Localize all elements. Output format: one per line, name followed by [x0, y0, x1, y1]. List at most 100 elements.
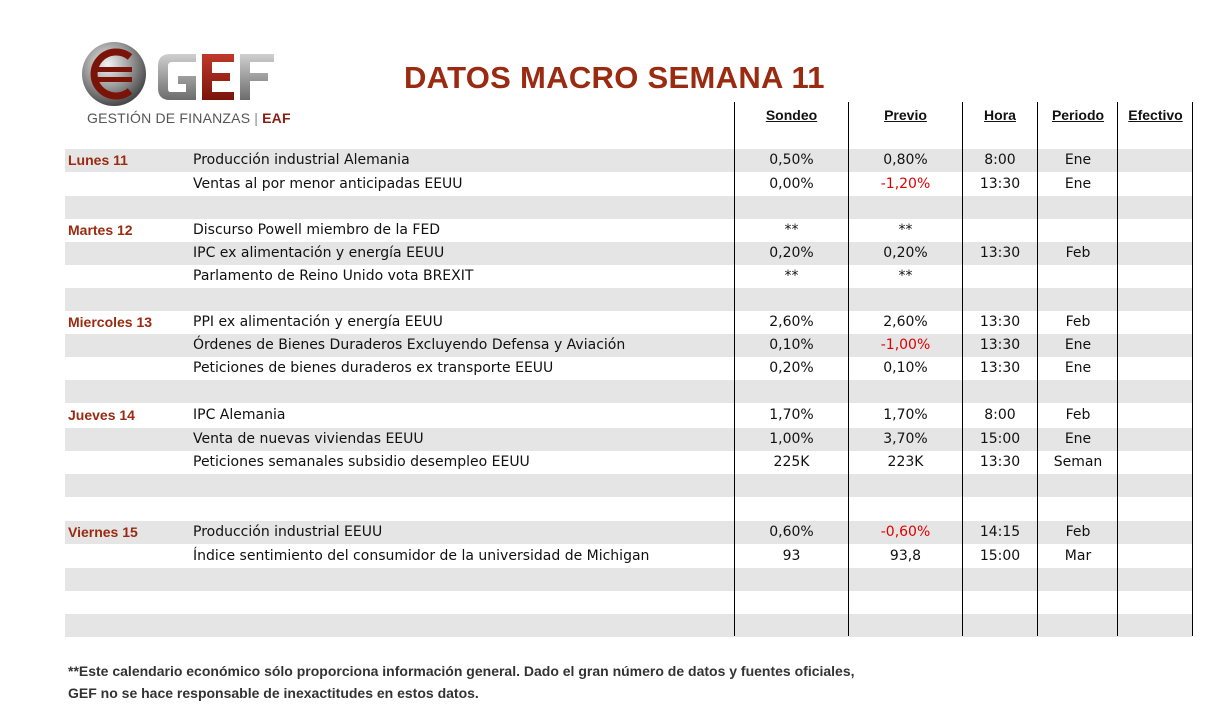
sondeo-value — [735, 568, 848, 591]
sondeo-value: 2,60% — [769, 314, 814, 330]
table-row: Lunes 11 Producción industrial Alemania 0,… — [65, 149, 1192, 172]
table-row — [65, 288, 1192, 311]
table-row — [65, 591, 1192, 614]
column-divider — [1037, 102, 1038, 636]
periodo-value — [1038, 497, 1118, 520]
periodo-value — [1038, 196, 1118, 219]
hora-value — [963, 568, 1037, 591]
periodo-value: Feb — [1065, 314, 1091, 330]
table-row — [65, 380, 1192, 403]
table-row: Órdenes de Bienes Duraderos Excluyendo D… — [65, 334, 1192, 357]
sondeo-value — [735, 380, 848, 403]
column-header-periodo: Periodo — [1051, 107, 1105, 123]
disclaimer-line-2: GEF no se hace responsable de inexactitu… — [68, 685, 479, 701]
column-divider — [962, 102, 963, 636]
previo-value: 0,10% — [883, 360, 928, 376]
periodo-value: Feb — [1065, 524, 1091, 540]
table-row: Viernes 15 Producción industrial EEUU 0,60… — [65, 521, 1192, 544]
hora-value: 15:00 — [979, 548, 1021, 564]
periodo-value: Ene — [1064, 152, 1092, 168]
euro-globe-icon — [82, 42, 274, 106]
event-name: Producción industrial EEUU — [193, 524, 383, 540]
previo-value: 2,60% — [883, 314, 928, 330]
hora-value — [963, 288, 1037, 311]
table-row — [65, 497, 1192, 520]
sondeo-value: 0,20% — [769, 360, 814, 376]
periodo-value — [1038, 474, 1118, 497]
day-label: Lunes 11 — [68, 152, 128, 168]
event-name: Peticiones de bienes duraderos ex transp… — [193, 360, 554, 376]
event-name: Parlamento de Reino Unido vota BREXIT — [193, 268, 474, 284]
event-name: Producción industrial Alemania — [193, 152, 410, 168]
sondeo-value — [735, 497, 848, 520]
sondeo-value: ** — [784, 222, 799, 238]
column-header-previo: Previo — [884, 107, 927, 123]
previo-value: ** — [898, 222, 913, 238]
sondeo-value: 1,70% — [769, 407, 814, 423]
sondeo-value — [735, 474, 848, 497]
hora-value: 13:30 — [979, 245, 1021, 261]
sondeo-value: 0,20% — [769, 245, 814, 261]
table-row: Índice sentimiento del consumidor de la … — [65, 545, 1192, 568]
previo-value: 1,70% — [883, 407, 928, 423]
hora-value — [963, 380, 1037, 403]
previo-value: ** — [898, 268, 913, 284]
day-label: Jueves 14 — [68, 407, 135, 423]
logo-subtitle: GESTIÓN DE FINANZAS | EAF — [87, 110, 291, 126]
column-divider — [848, 102, 849, 636]
table-row: Ventas al por menor anticipadas EEUU 0,00… — [65, 173, 1192, 196]
table-row: Peticiones de bienes duraderos ex transp… — [65, 357, 1192, 380]
periodo-value — [1038, 591, 1118, 614]
table-row — [65, 614, 1192, 637]
table-row: Parlamento de Reino Unido vota BREXIT ** *… — [65, 265, 1192, 288]
column-header-efectivo: Efectivo — [1128, 107, 1183, 123]
column-header-hora: Hora — [984, 107, 1016, 123]
event-name: Discurso Powell miembro de la FED — [193, 222, 441, 238]
event-name: IPC Alemania — [193, 407, 286, 423]
table-row: Jueves 14 IPC Alemania 1,70% 1,70% 8:00 Feb — [65, 404, 1192, 427]
sondeo-value: 0,50% — [769, 152, 814, 168]
previo-value: 223K — [887, 454, 924, 470]
column-divider — [1192, 102, 1193, 636]
table-row — [65, 196, 1192, 219]
event-name: Venta de nuevas viviendas EEUU — [193, 431, 424, 447]
logo-tag: EAF — [262, 110, 291, 126]
previo-value: 0,20% — [883, 245, 928, 261]
periodo-value: Ene — [1064, 360, 1092, 376]
table-row: Peticiones semanales subsidio desempleo … — [65, 451, 1192, 474]
table-row: Martes 12 Discurso Powell miembro de la F… — [65, 219, 1192, 242]
disclaimer-line-1: **Este calendario económico sólo proporc… — [68, 663, 855, 679]
periodo-value: Ene — [1064, 337, 1092, 353]
sondeo-value — [735, 614, 848, 637]
event-name: Peticiones semanales subsidio desempleo … — [193, 454, 530, 470]
table-row — [65, 474, 1192, 497]
sondeo-value — [735, 288, 848, 311]
disclaimer-footnote: **Este calendario económico sólo proporc… — [68, 660, 855, 704]
previo-value: 93,8 — [889, 548, 922, 564]
previo-value — [849, 497, 962, 520]
logo-separator: | — [254, 110, 259, 126]
hora-value: 14:15 — [979, 524, 1021, 540]
hora-value — [963, 196, 1037, 219]
table-row: Venta de nuevas viviendas EEUU 1,00% 3,70%… — [65, 428, 1192, 451]
hora-value: 13:30 — [979, 360, 1021, 376]
periodo-value — [1038, 614, 1118, 637]
day-label: Miercoles 13 — [68, 314, 153, 330]
hora-value — [963, 474, 1037, 497]
periodo-value — [1038, 380, 1118, 403]
column-header-sondeo: Sondeo — [765, 107, 818, 123]
table-row: IPC ex alimentación y energía EEUU 0,20% 0… — [65, 242, 1192, 265]
hora-value: 13:30 — [979, 314, 1021, 330]
periodo-value: Feb — [1065, 407, 1091, 423]
sondeo-value: 0,10% — [769, 337, 814, 353]
hora-value — [963, 219, 1037, 242]
hora-value: 8:00 — [984, 407, 1016, 423]
hora-value: 13:30 — [979, 454, 1021, 470]
periodo-value — [1038, 265, 1118, 288]
periodo-value: Mar — [1064, 548, 1092, 564]
periodo-value — [1038, 219, 1118, 242]
sondeo-value: 1,00% — [769, 431, 814, 447]
periodo-value: Seman — [1053, 454, 1103, 470]
day-label: Martes 12 — [68, 222, 133, 238]
day-label: Viernes 15 — [68, 524, 138, 540]
